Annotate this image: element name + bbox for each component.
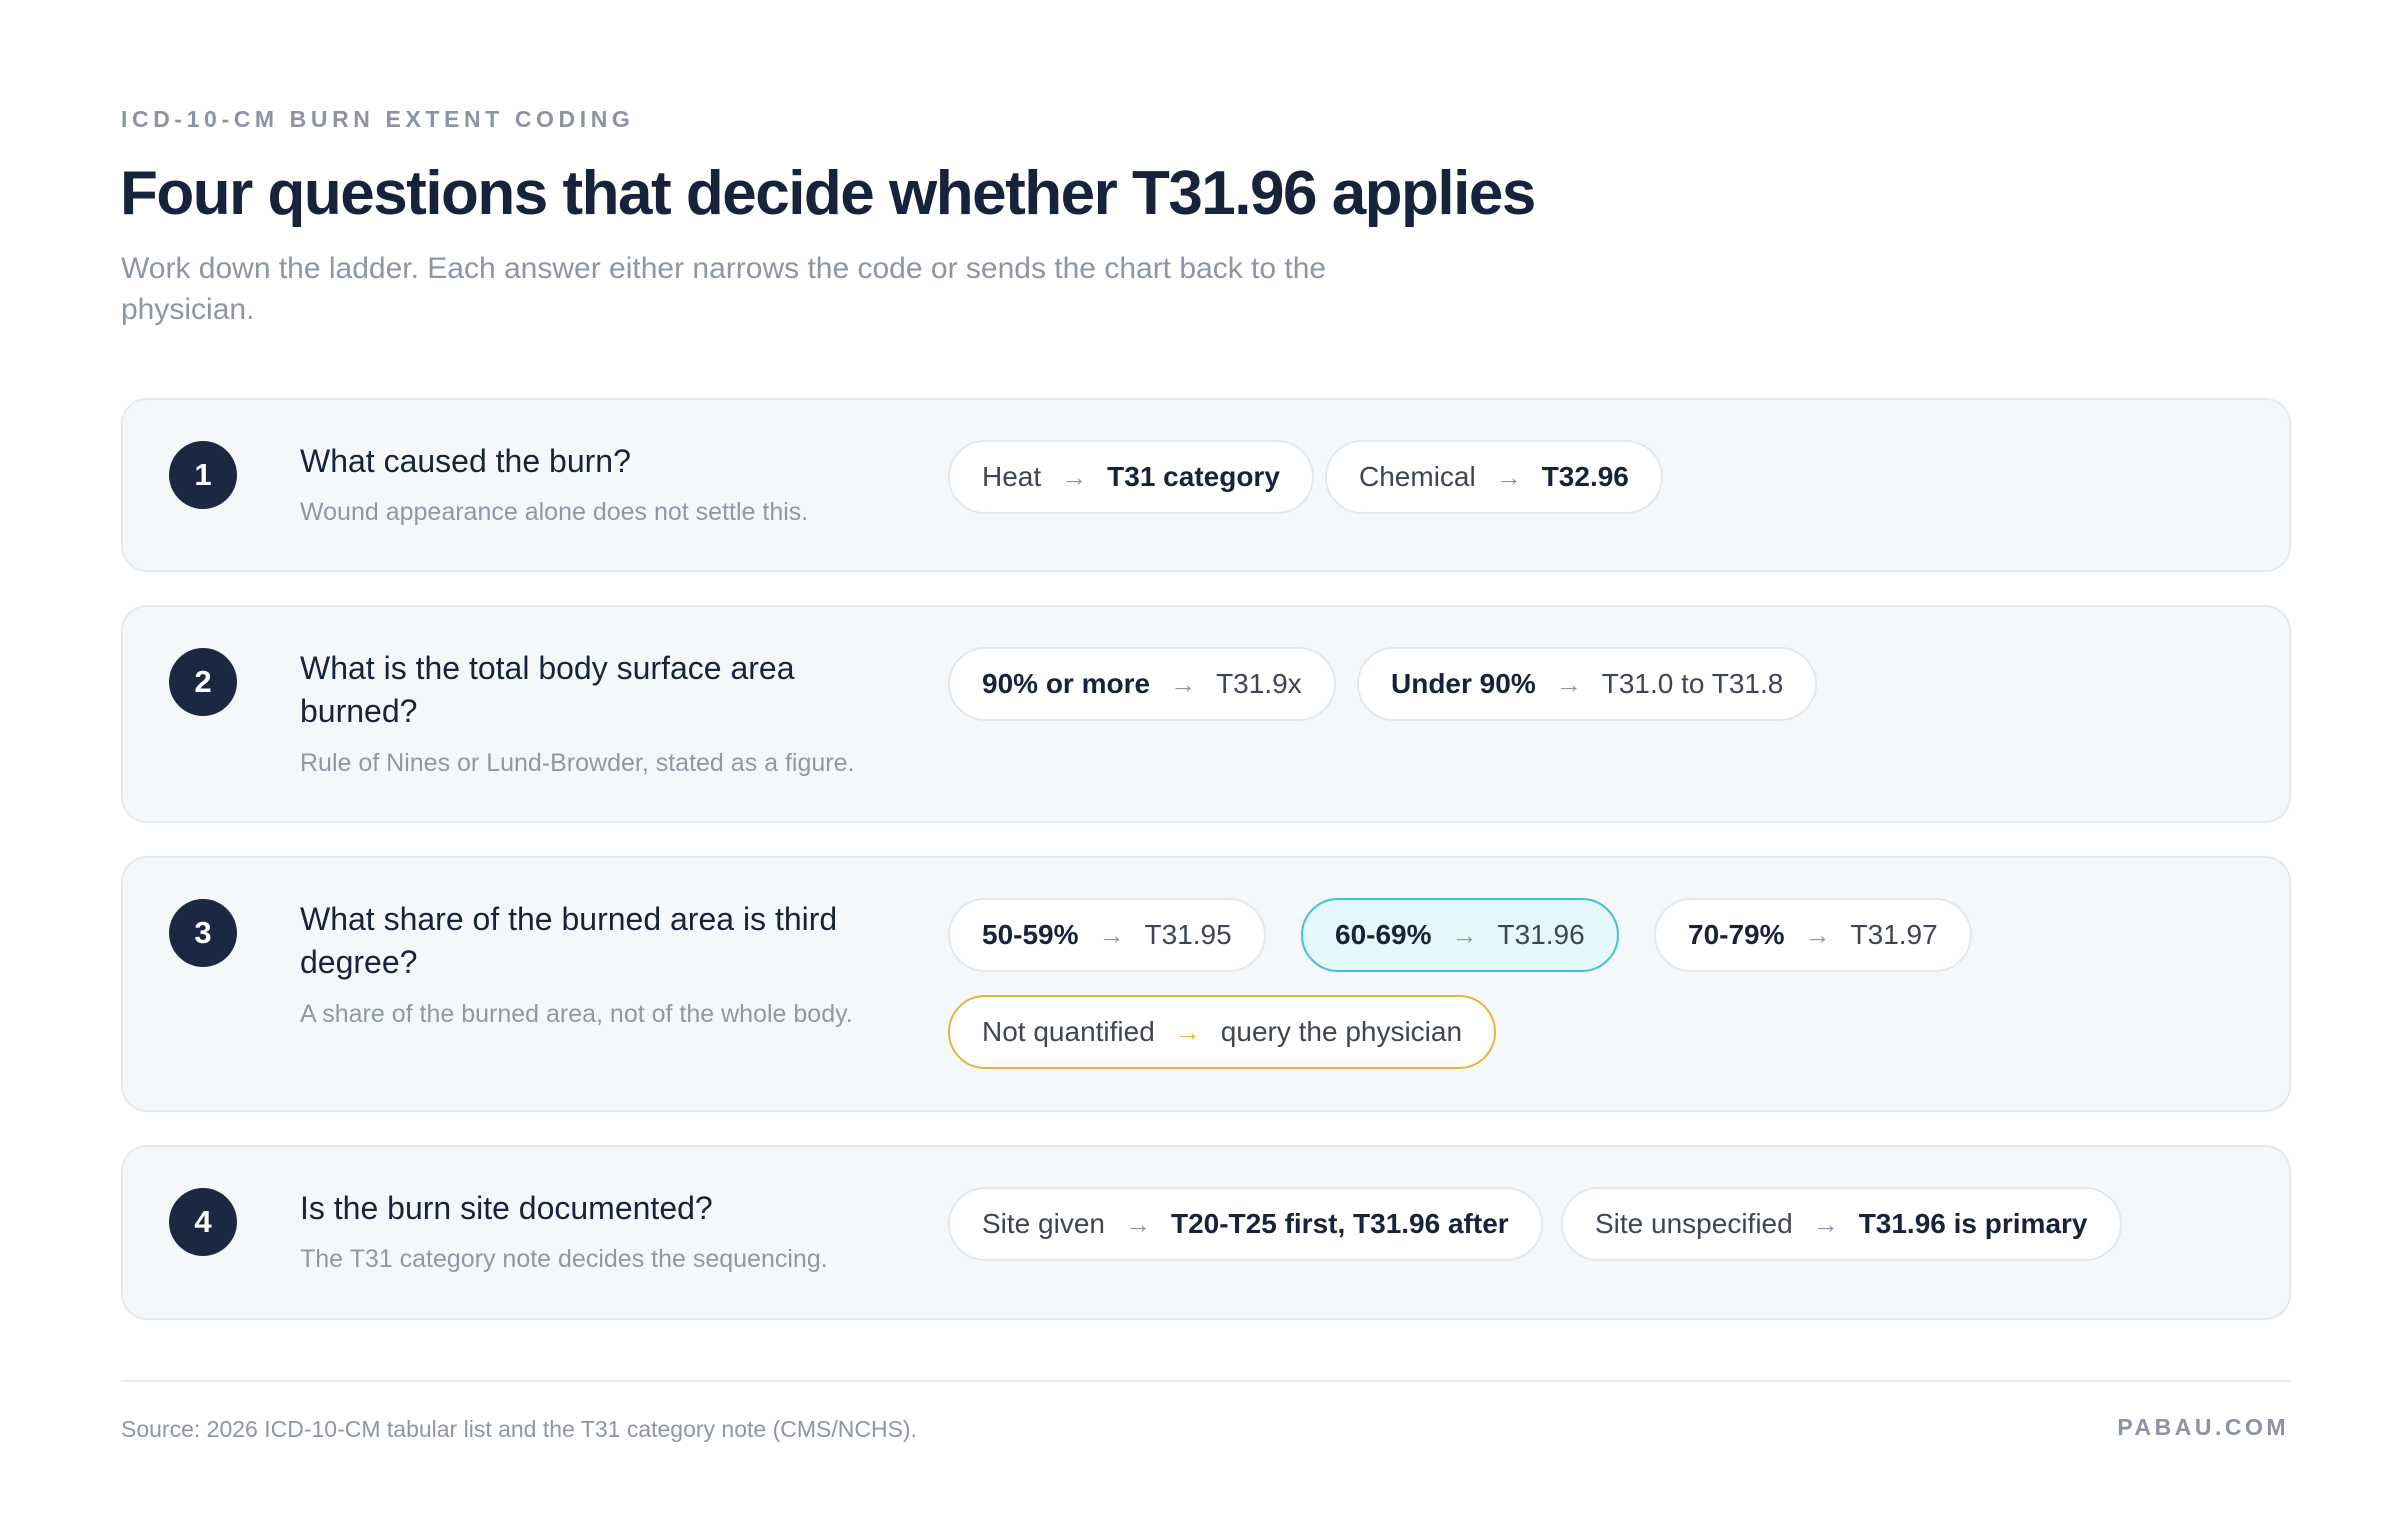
option-condition: Site given	[982, 1208, 1105, 1239]
arrow-right-icon: →	[1495, 461, 1522, 492]
arrow-right-icon: →	[1804, 919, 1831, 950]
step-card-1: 1 What caused the burn? Wound appearance…	[121, 398, 2291, 572]
step-number-badge: 3	[169, 899, 237, 967]
step-question: What caused the burn?	[300, 443, 631, 479]
arrow-right-icon: →	[1451, 919, 1478, 950]
arrow-right-icon: →	[1098, 919, 1125, 950]
step-card-3: 3 What share of the burned area is third…	[121, 856, 2291, 1112]
option-pill-not-quantified: Not quantified → query the physician	[948, 995, 1497, 1069]
option-result: T20-T25 first, T31.96 after	[1170, 1208, 1509, 1239]
eyebrow-label: ICD-10-CM BURN EXTENT CODING	[121, 106, 635, 132]
arrow-right-icon: →	[1061, 461, 1088, 492]
option-pill-chemical: Chemical → T32.96	[1325, 440, 1663, 514]
option-condition: 90% or more	[982, 668, 1151, 699]
step-hint: The T31 category note decides the sequen…	[300, 1245, 828, 1273]
option-condition: Chemical	[1359, 461, 1476, 492]
option-result: T32.96	[1541, 461, 1629, 492]
arrow-right-icon: →	[1170, 668, 1197, 699]
step-question: Is the burn site documented?	[300, 1190, 713, 1226]
option-pill-90-or-more: 90% or more → T31.9x	[948, 647, 1336, 721]
option-result: query the physician	[1220, 1016, 1463, 1047]
arrow-right-icon: →	[1174, 1016, 1201, 1047]
step-hint: Wound appearance alone does not settle t…	[300, 498, 809, 526]
option-result: T31.9x	[1216, 668, 1302, 699]
step-number-badge: 4	[169, 1188, 237, 1256]
option-pill-site-unspecified: Site unspecified → T31.96 is primary	[1561, 1187, 2122, 1261]
step-card-2: 2 What is the total body surface area bu…	[121, 605, 2291, 823]
option-condition: Heat	[982, 461, 1042, 492]
option-result: T31 category	[1107, 461, 1280, 492]
footer-divider	[121, 1380, 2291, 1382]
step-hint: Rule of Nines or Lund-Browder, stated as…	[300, 749, 855, 777]
step-number-badge: 2	[169, 648, 237, 716]
step-question: What share of the burned area is third d…	[300, 901, 838, 980]
option-pill-under-90: Under 90% → T31.0 to T31.8	[1357, 647, 1818, 721]
option-pill-heat: Heat → T31 category	[948, 440, 1314, 514]
arrow-right-icon: →	[1555, 668, 1582, 699]
brand-mark: PABAU.COM	[2117, 1414, 2289, 1440]
option-pill-70-79: 70-79% → T31.97	[1654, 898, 1972, 972]
option-result: T31.95	[1144, 919, 1232, 950]
option-condition: Not quantified	[982, 1016, 1155, 1047]
page-subtitle: Work down the ladder. Each answer either…	[121, 252, 1327, 326]
source-note: Source: 2026 ICD-10-CM tabular list and …	[121, 1416, 917, 1442]
option-condition: Site unspecified	[1595, 1208, 1793, 1239]
arrow-right-icon: →	[1124, 1208, 1151, 1239]
option-result: T31.97	[1850, 919, 1938, 950]
option-condition: 60-69%	[1335, 919, 1432, 950]
option-pill-50-59: 50-59% → T31.95	[948, 898, 1266, 972]
page-title: Four questions that decide whether T31.9…	[120, 159, 1536, 228]
option-condition: 50-59%	[982, 919, 1079, 950]
step-card-4: 4 Is the burn site documented? The T31 c…	[121, 1145, 2291, 1320]
option-result: T31.0 to T31.8	[1601, 668, 1784, 699]
step-hint: A share of the burned area, not of the w…	[300, 1000, 853, 1028]
step-number-badge: 1	[169, 441, 237, 509]
option-pill-site-given: Site given → T20-T25 first, T31.96 after	[948, 1187, 1543, 1261]
option-condition: Under 90%	[1391, 668, 1536, 699]
option-condition: 70-79%	[1688, 919, 1785, 950]
arrow-right-icon: →	[1812, 1208, 1839, 1239]
step-question: What is the total body surface area burn…	[300, 650, 795, 729]
option-pill-60-69-highlighted: 60-69% → T31.96	[1301, 898, 1619, 972]
option-result: T31.96	[1497, 919, 1585, 950]
option-result: T31.96 is primary	[1858, 1208, 2088, 1239]
